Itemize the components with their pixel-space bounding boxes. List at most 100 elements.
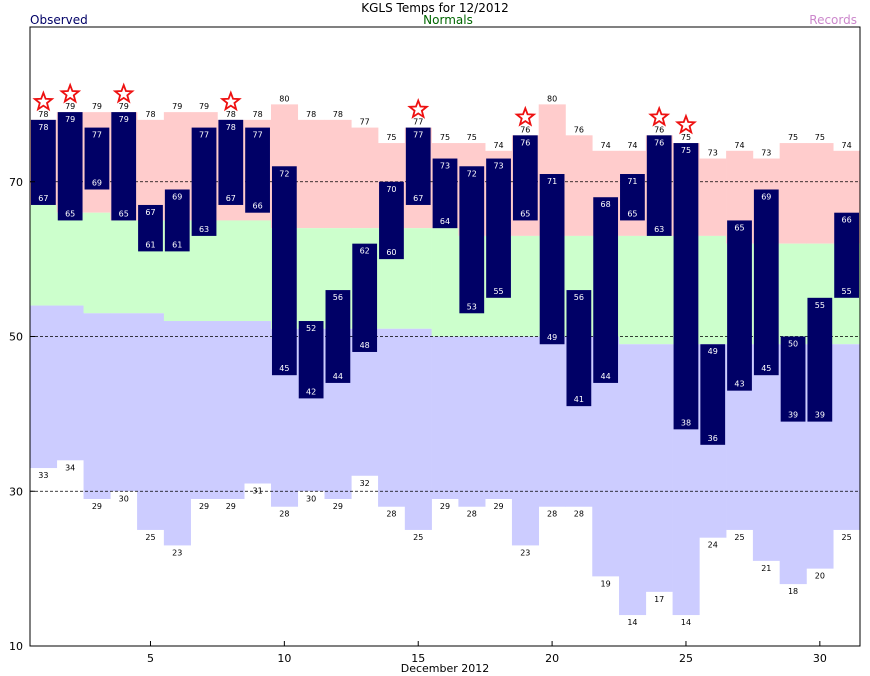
observed-low-label: 60 [386, 248, 396, 257]
observed-low-label: 45 [761, 364, 771, 373]
record-star [514, 105, 537, 127]
record-high-label: 74 [493, 141, 503, 150]
observed-low-label: 63 [199, 225, 209, 234]
record-high-label: 75 [788, 133, 798, 142]
record-low-band [244, 321, 272, 484]
record-high-label: 78 [38, 110, 48, 119]
observed-low-label: 44 [601, 372, 611, 381]
observed-low-label: 65 [627, 209, 637, 218]
record-star [674, 113, 697, 135]
observed-bar [780, 336, 806, 422]
record-low-label: 32 [360, 479, 370, 488]
y-tick-label: 50 [9, 331, 23, 344]
record-high-band [806, 143, 834, 244]
observed-low-label: 39 [788, 411, 798, 420]
record-low-band [30, 305, 58, 469]
record-high-label: 74 [842, 141, 852, 150]
record-star [648, 105, 671, 127]
observed-bar [271, 166, 297, 376]
x-tick-label: 15 [411, 652, 425, 665]
observed-high-label: 75 [681, 146, 691, 155]
observed-high-label: 77 [413, 131, 423, 140]
record-high-label: 74 [734, 141, 744, 150]
record-low-label: 28 [386, 510, 396, 519]
record-low-band [404, 328, 432, 530]
observed-bar [352, 243, 378, 352]
observed-bar [298, 321, 324, 399]
observed-high-label: 50 [788, 340, 798, 349]
observed-high-label: 56 [333, 293, 343, 302]
observed-bar [432, 158, 458, 229]
record-low-band [485, 336, 513, 499]
observed-low-label: 43 [734, 380, 744, 389]
observed-high-label: 62 [360, 247, 370, 256]
record-high-label: 75 [386, 133, 396, 142]
observed-low-label: 63 [654, 225, 664, 234]
observed-low-label: 39 [815, 411, 825, 420]
observed-high-label: 77 [199, 131, 209, 140]
observed-bar [566, 290, 592, 407]
record-high-label: 77 [360, 118, 370, 127]
record-low-band [458, 336, 486, 507]
x-tick-label: 25 [679, 652, 693, 665]
observed-bar [405, 127, 431, 205]
observed-high-label: 69 [761, 192, 771, 201]
observed-high-label: 72 [279, 169, 289, 178]
observed-low-label: 55 [493, 287, 503, 296]
record-low-label: 25 [734, 533, 744, 542]
normal-band [511, 235, 540, 337]
observed-high-label: 67 [145, 208, 155, 217]
observed-bar [512, 135, 538, 221]
record-high-band [324, 119, 352, 229]
observed-low-label: 67 [226, 194, 236, 203]
observed-low-label: 42 [306, 387, 316, 396]
record-low-band [351, 328, 379, 476]
y-tick-label: 30 [9, 485, 23, 498]
observed-bar [164, 189, 190, 252]
observed-low-label: 65 [520, 209, 530, 218]
record-high-label: 75 [815, 133, 825, 142]
observed-low-label: 45 [279, 364, 289, 373]
record-low-band [137, 313, 165, 530]
observed-bar [673, 143, 699, 430]
observed-bar [138, 204, 163, 252]
observed-low-label: 49 [547, 333, 557, 342]
observed-high-label: 73 [493, 162, 503, 171]
observed-low-label: 41 [574, 395, 584, 404]
record-low-label: 28 [547, 510, 557, 519]
record-low-label: 20 [815, 572, 825, 581]
observed-high-label: 49 [708, 347, 718, 356]
record-high-label: 73 [761, 149, 771, 158]
observed-high-label: 66 [842, 216, 852, 225]
record-low-label: 24 [708, 541, 718, 550]
record-high-label: 73 [708, 149, 718, 158]
record-high-label: 78 [226, 110, 236, 119]
observed-high-label: 79 [119, 115, 129, 124]
record-high-label: 78 [333, 110, 343, 119]
observed-high-label: 76 [520, 138, 530, 147]
record-high-label: 77 [413, 118, 423, 127]
observed-low-label: 65 [65, 209, 75, 218]
record-high-label: 74 [601, 141, 611, 150]
observed-low-label: 53 [467, 302, 477, 311]
record-low-band [190, 321, 218, 499]
legend-observed: Observed [30, 13, 88, 27]
record-low-band [511, 336, 540, 546]
observed-bar [191, 127, 217, 236]
record-high-label: 75 [467, 133, 477, 142]
record-low-label: 29 [226, 502, 236, 511]
record-star [219, 90, 242, 112]
record-low-label: 28 [279, 510, 289, 519]
record-low-label: 25 [413, 533, 423, 542]
record-low-band [833, 344, 861, 530]
record-low-label: 23 [172, 548, 182, 557]
observed-high-label: 76 [654, 138, 664, 147]
record-low-label: 29 [493, 502, 503, 511]
normal-band [30, 204, 58, 306]
observed-bar [218, 119, 244, 205]
observed-high-label: 71 [627, 177, 637, 186]
observed-low-label: 36 [708, 434, 718, 443]
x-tick-label: 20 [545, 652, 559, 665]
record-high-band [565, 135, 593, 236]
record-low-label: 33 [38, 471, 48, 480]
